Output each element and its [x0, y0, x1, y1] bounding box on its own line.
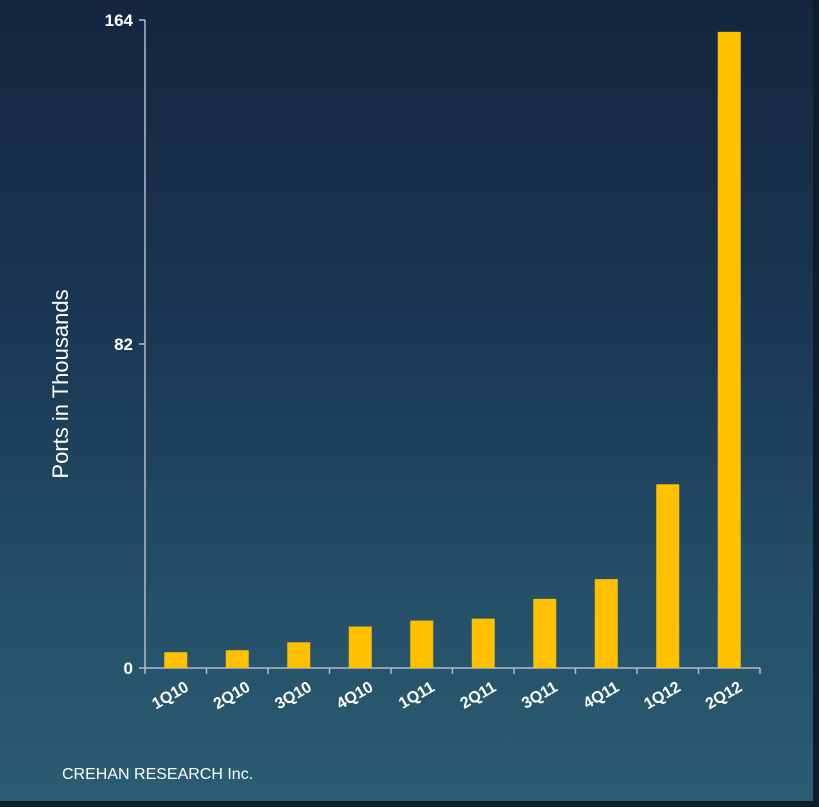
bar-1q11 [410, 620, 434, 668]
x-tick-label: 2Q12 [703, 679, 745, 713]
bar-3q10 [287, 642, 311, 668]
y-tick-label: 0 [124, 659, 133, 678]
bar-1q10 [164, 652, 188, 668]
bar-2q12 [717, 31, 741, 669]
bar-3q11 [533, 598, 557, 668]
y-tick-labels: 0 82 164 [105, 11, 134, 678]
x-tick-labels: 1Q10 2Q10 3Q10 4Q10 1Q11 2Q11 3Q11 4Q11 1Q12 2Q12 [149, 679, 745, 713]
x-tick-label: 1Q11 [396, 679, 438, 713]
x-tick-label: 4Q11 [581, 679, 623, 713]
x-tick-label: 3Q10 [272, 679, 314, 713]
x-tick-label: 2Q10 [211, 679, 253, 713]
x-tick-label: 3Q11 [519, 679, 561, 713]
y-tick-label: 82 [114, 335, 133, 354]
x-tick-label: 1Q12 [641, 679, 683, 713]
bar-2q10 [225, 650, 249, 668]
y-tick-label: 164 [105, 11, 134, 30]
bar-4q10 [348, 626, 372, 668]
x-tick-label: 4Q10 [334, 679, 376, 713]
y-axis-title: Ports in Thousands [48, 289, 73, 478]
bar-4q11 [594, 579, 618, 668]
bar-2q11 [471, 618, 495, 668]
x-tick-label: 2Q11 [458, 679, 500, 713]
source-credit: CREHAN RESEARCH Inc. [62, 766, 254, 783]
bar-1q12 [656, 484, 680, 668]
bars [164, 31, 741, 669]
x-tick-label: 1Q10 [149, 679, 191, 713]
